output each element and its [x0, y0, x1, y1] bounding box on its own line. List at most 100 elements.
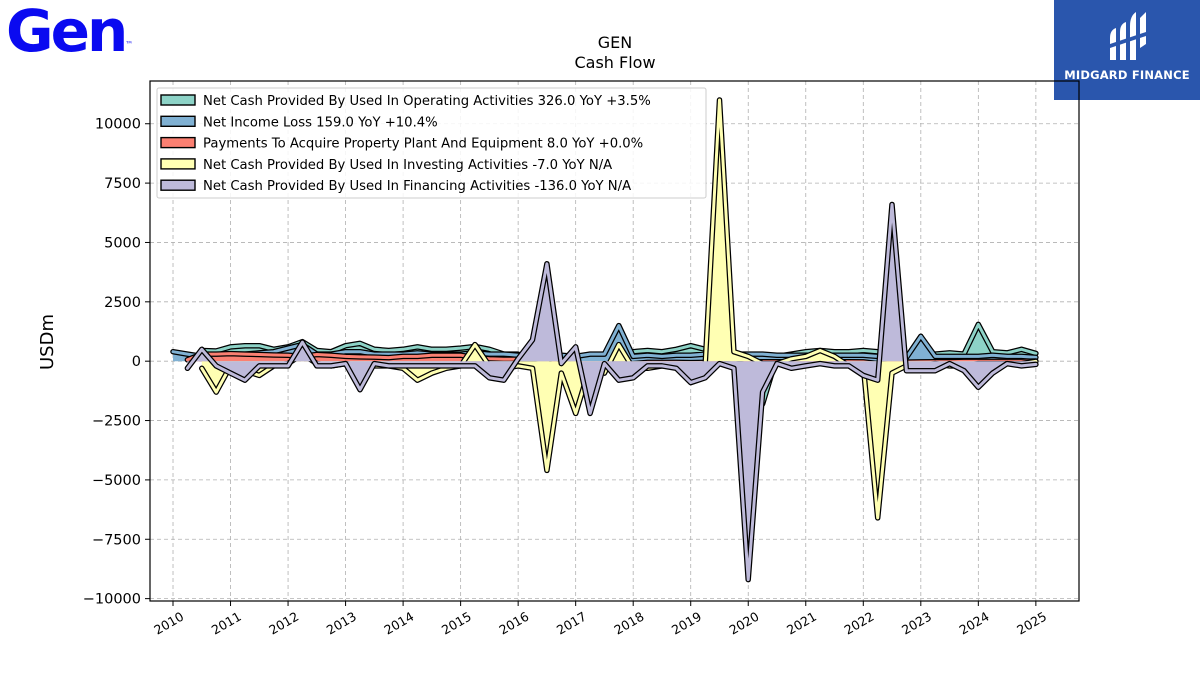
data-point — [560, 372, 562, 374]
data-point — [1020, 355, 1023, 357]
x-tick-label: 2016 — [496, 609, 531, 638]
data-point — [647, 365, 649, 367]
legend-label: Net Income Loss 159.0 YoY +10.4% — [203, 115, 438, 130]
data-point — [460, 354, 462, 356]
data-point — [675, 367, 677, 369]
data-point — [891, 203, 893, 206]
data-point — [877, 517, 879, 519]
data-point — [1006, 363, 1008, 365]
data-point — [690, 345, 692, 347]
data-point — [488, 358, 490, 360]
data-point — [431, 372, 433, 374]
data-point — [388, 357, 390, 359]
x-tick-label: 2020 — [726, 609, 761, 638]
data-point — [215, 350, 217, 352]
data-point — [244, 345, 246, 347]
data-point — [273, 351, 275, 353]
data-point — [431, 365, 433, 367]
data-point — [373, 363, 375, 365]
data-point — [330, 365, 332, 367]
data-point — [603, 363, 606, 365]
data-point — [776, 354, 778, 356]
y-tick-label: 10000 — [95, 117, 141, 133]
data-point — [416, 355, 419, 357]
data-point — [445, 348, 447, 350]
data-point — [345, 363, 347, 365]
data-point — [330, 354, 332, 356]
data-point — [301, 341, 303, 343]
data-point — [1006, 352, 1008, 354]
data-point — [229, 346, 232, 348]
legend-label: Net Cash Provided By Used In Operating A… — [203, 94, 651, 109]
data-point — [359, 356, 361, 358]
legend-label: Net Cash Provided By Used In Investing A… — [203, 158, 612, 173]
x-tick-label: 2021 — [784, 609, 819, 638]
data-point — [747, 579, 749, 581]
x-tick-label: 2011 — [209, 609, 244, 638]
data-point — [488, 348, 490, 350]
data-point — [833, 355, 836, 357]
data-point — [546, 469, 548, 471]
data-point — [359, 342, 361, 344]
data-point — [201, 367, 203, 369]
x-tick-label: 2017 — [554, 609, 589, 638]
data-point — [460, 347, 462, 349]
data-point — [661, 351, 663, 353]
data-point — [244, 379, 246, 381]
data-point — [531, 367, 534, 369]
data-point — [618, 344, 620, 346]
data-point — [762, 353, 764, 355]
x-tick-label: 2024 — [957, 609, 992, 638]
data-point — [517, 365, 519, 367]
data-point — [934, 370, 936, 372]
data-point — [618, 379, 620, 381]
data-point — [589, 412, 591, 414]
data-point — [776, 363, 778, 365]
data-point — [531, 339, 534, 341]
data-point — [172, 351, 174, 353]
legend-box — [156, 87, 707, 199]
data-point — [718, 363, 721, 365]
data-point — [675, 348, 677, 350]
legend-swatch — [160, 158, 196, 170]
data-point — [488, 377, 490, 379]
data-point — [704, 377, 706, 379]
data-point — [287, 347, 289, 349]
legend-swatch — [160, 115, 196, 128]
data-point — [647, 349, 649, 352]
data-point — [790, 358, 793, 360]
data-point — [790, 354, 793, 356]
data-point — [258, 353, 260, 356]
midgard-finance-logo: MIDGARD FINANCE — [1054, 0, 1200, 100]
data-point — [345, 351, 347, 353]
data-point — [402, 355, 404, 357]
data-point — [891, 372, 893, 374]
data-point — [632, 377, 634, 379]
data-point — [819, 363, 821, 365]
data-point — [747, 355, 749, 357]
data-point — [977, 386, 979, 388]
legend-swatch — [160, 136, 196, 149]
data-point — [488, 353, 490, 355]
data-point — [388, 349, 390, 352]
data-point — [762, 391, 764, 393]
x-tick-label: 2010 — [151, 609, 186, 638]
data-point — [819, 349, 821, 352]
data-point — [862, 354, 864, 356]
data-point — [1020, 365, 1023, 367]
x-tick-label: 2013 — [324, 609, 359, 638]
data-point — [402, 365, 404, 367]
y-tick-label: 7500 — [104, 176, 141, 192]
data-point — [287, 365, 289, 367]
data-point — [992, 372, 994, 374]
y-axis-label: USDm — [37, 314, 58, 370]
data-point — [790, 367, 793, 369]
gen-logo: Gen™ — [6, 0, 134, 65]
data-point — [445, 354, 447, 356]
data-point — [201, 348, 203, 350]
data-point — [474, 344, 476, 346]
data-point — [963, 355, 965, 357]
data-point — [690, 354, 692, 356]
series-line-outline — [184, 201, 1039, 583]
series-area — [187, 204, 1036, 580]
